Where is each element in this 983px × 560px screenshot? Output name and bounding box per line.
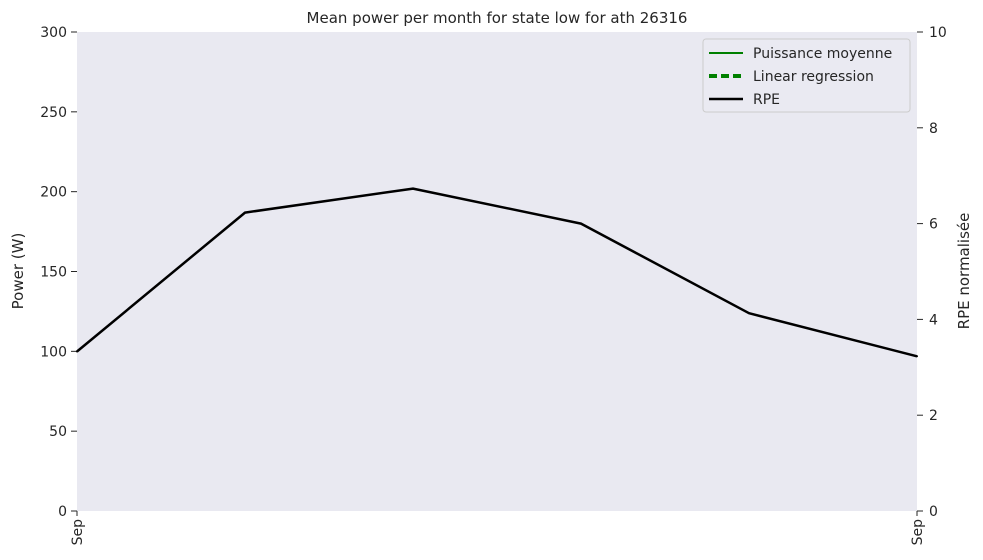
- y-tick-label: 150: [40, 265, 67, 281]
- y-tick-label: 100: [40, 344, 67, 360]
- y2-tick-label: 6: [929, 217, 938, 233]
- x-tick-label: Sep: [70, 519, 86, 546]
- rpe-point: [580, 222, 582, 225]
- y-axis-label: Power (W): [9, 233, 27, 310]
- rpe-point: [244, 211, 246, 214]
- y-tick-label: 250: [40, 105, 67, 121]
- y2-axis-label: RPE normalisée: [955, 213, 973, 330]
- y-tick-label: 200: [40, 185, 67, 201]
- rpe-point: [916, 355, 918, 358]
- legend-box: [702, 38, 911, 113]
- series-layer: [76, 187, 918, 358]
- y2-tick-label: 4: [929, 312, 938, 328]
- y2-tick-label: 2: [929, 408, 938, 424]
- y2-axis-ticks: 0 2 4 6 8 10: [917, 25, 947, 520]
- legend-label: RPE: [753, 92, 780, 108]
- rpe-line: [76, 187, 918, 358]
- y-axis-ticks: 0 50 100 150 200 250 300: [40, 25, 77, 520]
- legend-label: Puissance moyenne: [753, 46, 892, 62]
- y2-tick-label: 0: [929, 504, 938, 520]
- y2-tick-label: 8: [929, 121, 938, 137]
- x-axis-ticks: Sep Sep: [70, 511, 926, 545]
- rpe-point: [748, 312, 750, 315]
- x-tick-label: Sep: [910, 519, 926, 546]
- rpe-point: [76, 350, 78, 353]
- chart-title: Mean power per month for state low for a…: [307, 9, 688, 27]
- rpe-point: [412, 187, 414, 190]
- y-tick-label: 0: [58, 504, 67, 520]
- y-tick-label: 50: [49, 424, 67, 440]
- y-tick-label: 300: [40, 25, 67, 41]
- y2-tick-label: 10: [929, 25, 947, 41]
- legend: Puissance moyenne Linear regression RPE: [702, 38, 911, 113]
- legend-label: Linear regression: [753, 69, 874, 85]
